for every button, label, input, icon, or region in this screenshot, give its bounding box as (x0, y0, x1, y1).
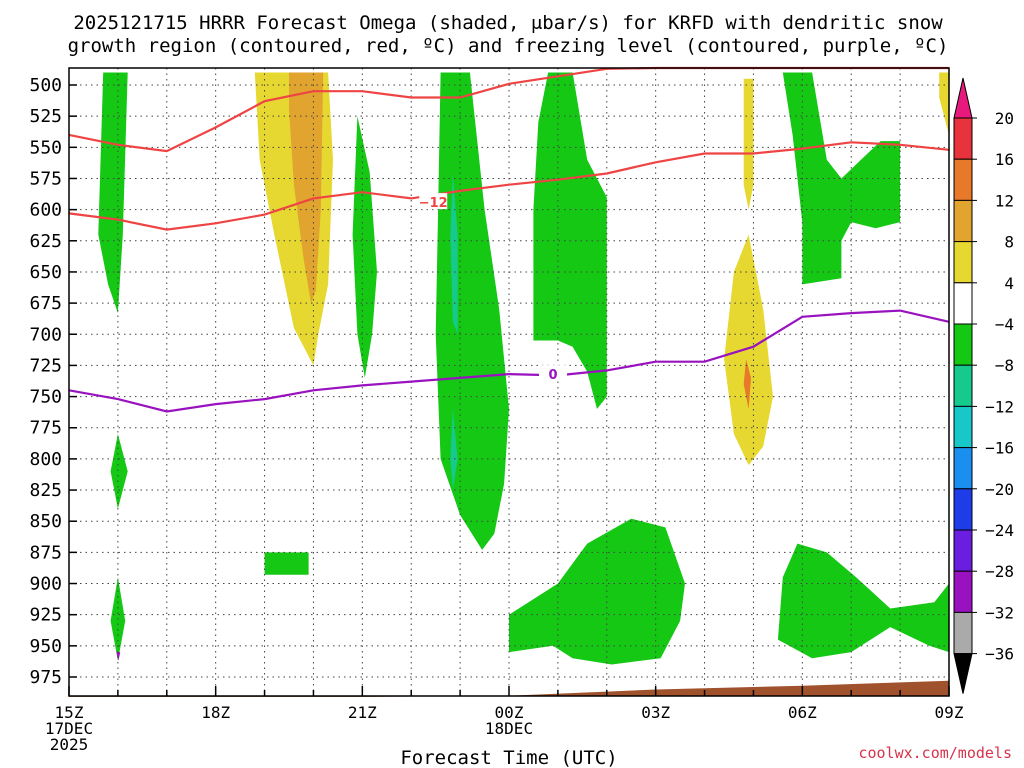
y-tick-label: 775 (29, 418, 62, 439)
colorbar-label: −36 (985, 645, 1014, 664)
y-tick-label: 550 (29, 137, 62, 158)
y-tick-label: 850 (29, 511, 62, 532)
y-tick-label: 650 (29, 262, 62, 283)
colorbar-bin-7 (953, 405, 973, 449)
colorbar-bin-12 (953, 611, 973, 655)
x-tick-label: 09Z (935, 703, 964, 722)
y-tick-label: 750 (29, 387, 62, 408)
y-axis-pressure: 500 525 550 575 600 625 650 675 700 725 750 775 800 8… (29, 75, 77, 688)
colorbar-bin-0 (953, 117, 973, 160)
colorbar-bin-11 (953, 570, 973, 613)
colorbar-bin-9 (953, 488, 973, 531)
x-tick-label: 18Z (201, 703, 230, 722)
x-tick-label: 00Z (495, 703, 524, 722)
y-tick-label: 500 (29, 75, 62, 96)
dgz-contour-label-bg (419, 193, 448, 210)
gridlines (69, 68, 949, 696)
colorbar-label: 16 (995, 150, 1014, 169)
terrain-layer (69, 680, 949, 697)
x-tick-label: 03Z (641, 703, 670, 722)
colorbar-label: 20 (995, 109, 1014, 128)
omega-region-12 (724, 234, 773, 466)
omega-region-13 (939, 72, 949, 135)
colorbar-bin-4 (953, 282, 973, 325)
terrain-fill (69, 680, 949, 697)
y-tick-label: 600 (29, 200, 62, 221)
omega-region-14 (289, 72, 324, 304)
y-tick-label: 675 (29, 293, 62, 314)
omega-region-3 (352, 116, 377, 378)
y-tick-label: 925 (29, 605, 62, 626)
freezing-level-label-bg (539, 365, 567, 382)
y-tick-label: 725 (29, 355, 62, 376)
credit-label: coolwx.com/models (858, 744, 1012, 762)
dgz-contour-label: −12 (419, 196, 448, 211)
x-tick-label: 06Z (788, 703, 817, 722)
colorbar-label: 12 (995, 191, 1014, 210)
omega-region-16 (450, 172, 458, 335)
omega-region-8 (509, 518, 685, 665)
y-tick-label: 575 (29, 168, 62, 189)
colorbar-bin-8 (953, 447, 973, 490)
colorbar-bin-5 (953, 323, 973, 366)
freezing-level-label: 0 (548, 368, 557, 383)
colorbar-label: −28 (985, 562, 1014, 581)
freezing-level-line (68, 309, 950, 413)
omega-colorbar: 20 16 12 8 4 −4 −8 −12 −16 −20 −24 −28 −32 −36 (953, 77, 1014, 694)
colorbar-label: −16 (985, 439, 1014, 458)
x-tick-label: 18DEC (485, 719, 533, 738)
omega-region-17 (450, 409, 458, 491)
x-tick-label: 15Z (55, 703, 84, 722)
y-tick-label: 525 (29, 106, 62, 127)
colorbar-label: 4 (1004, 274, 1014, 293)
colorbar-bin-10 (953, 529, 973, 572)
omega-region-11 (743, 78, 754, 210)
colorbar-bin-6 (953, 364, 973, 407)
y-tick-label: 875 (29, 542, 62, 563)
colorbar-bottom-arrow (953, 653, 973, 694)
colorbar-label: −8 (995, 356, 1014, 375)
chart-title-line2: growth region (contoured, red, ºC) and f… (68, 35, 949, 57)
omega-region-15 (743, 359, 751, 409)
omega-region-0 (98, 72, 128, 314)
x-axis-label: Forecast Time (UTC) (400, 747, 617, 768)
y-tick-label: 800 (29, 449, 62, 470)
omega-region-1 (110, 434, 128, 509)
x-tick-label: 2025 (50, 735, 89, 754)
y-tick-label: 700 (29, 324, 62, 345)
x-tick-label: 17DEC (45, 719, 93, 738)
colorbar-label: 8 (1004, 233, 1014, 252)
x-tick-label: 21Z (348, 703, 377, 722)
colorbar-label: −12 (985, 397, 1014, 416)
y-tick-label: 900 (29, 574, 62, 595)
omega-region-18 (116, 652, 121, 661)
colorbar-bin-3 (953, 241, 973, 284)
omega-region-7 (782, 72, 901, 285)
colorbar-label: −32 (985, 603, 1014, 622)
y-tick-label: 975 (29, 667, 62, 688)
colorbar-label: −4 (995, 315, 1014, 334)
y-tick-label: 950 (29, 636, 62, 657)
omega-region-4 (264, 552, 309, 575)
dgz-contour-line-1 (68, 141, 950, 231)
colorbar-bin-2 (953, 199, 973, 243)
omega-region-9 (777, 543, 949, 659)
y-tick-label: 825 (29, 480, 62, 501)
y-tick-label: 625 (29, 231, 62, 252)
colorbar-label: −24 (985, 521, 1014, 540)
colorbar-label: −20 (985, 480, 1014, 499)
colorbar-bin-1 (953, 158, 973, 201)
chart-title-line1: 2025121715 HRRR Forecast Omega (shaded, … (73, 12, 943, 34)
